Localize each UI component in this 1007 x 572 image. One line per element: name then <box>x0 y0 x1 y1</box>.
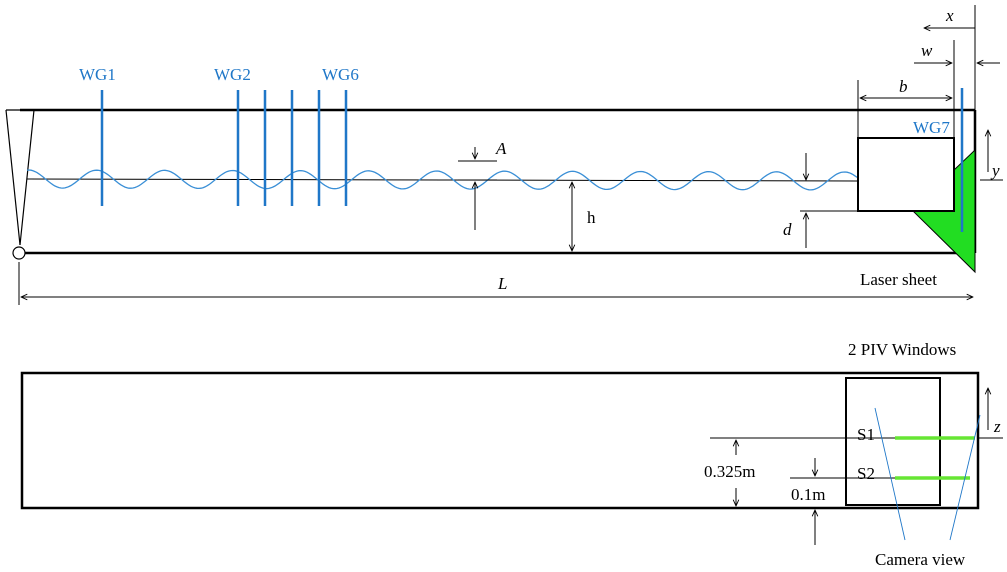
dimension-amplitude: A <box>458 139 507 230</box>
piv-windows-title: 2 PIV Windows <box>848 340 956 359</box>
L-label: L <box>497 274 507 293</box>
camera-view-ray-left <box>874 407 906 541</box>
dim-01m-label: 0.1m <box>791 485 825 504</box>
piv-window <box>845 377 941 506</box>
still-water-line <box>26 178 859 182</box>
b-label: b <box>899 77 908 96</box>
wg1-label: WG1 <box>79 65 116 84</box>
y-label: y <box>990 161 1000 180</box>
axis-z: z <box>978 388 1003 439</box>
dimension-x: x <box>924 5 976 255</box>
A-label: A <box>495 139 507 158</box>
floating-body <box>857 137 955 212</box>
camera-view-label: Camera view <box>875 550 966 569</box>
wg6-label: WG6 <box>322 65 359 84</box>
paddle-hinge <box>12 246 26 260</box>
wave-paddle <box>5 109 35 260</box>
camera-view-ray-right <box>949 414 981 541</box>
s2-label: S2 <box>857 464 875 483</box>
z-label: z <box>993 417 1001 436</box>
wg2-label: WG2 <box>214 65 251 84</box>
dimension-h: h <box>572 182 596 251</box>
w-label: w <box>921 41 933 60</box>
h-label: h <box>587 208 596 227</box>
dimension-w: w <box>914 40 1000 138</box>
dimension-L: L <box>18 262 973 305</box>
dimension-d: d <box>783 153 858 248</box>
laser-sheet-label: Laser sheet <box>860 270 937 289</box>
flume-plan-outline <box>20 371 980 510</box>
axis-y: y <box>980 130 1003 181</box>
dimension-0325m: 0.325m <box>704 440 755 506</box>
s1-label: S1 <box>857 425 875 444</box>
wg7-label: WG7 <box>913 118 950 137</box>
d-label: d <box>783 220 792 239</box>
x-label: x <box>945 6 954 25</box>
flume-plan-view: 2 PIV Windows S1 S2 Camera view z 0.325m <box>20 340 1003 569</box>
wave-profile <box>26 169 858 191</box>
dimension-b: b <box>857 77 952 138</box>
dimension-01m: 0.1m <box>791 458 825 545</box>
dim-0325m-label: 0.325m <box>704 462 755 481</box>
flume-side-view: WG1 WG2 WG6 WG7 x w b y <box>5 5 1003 305</box>
